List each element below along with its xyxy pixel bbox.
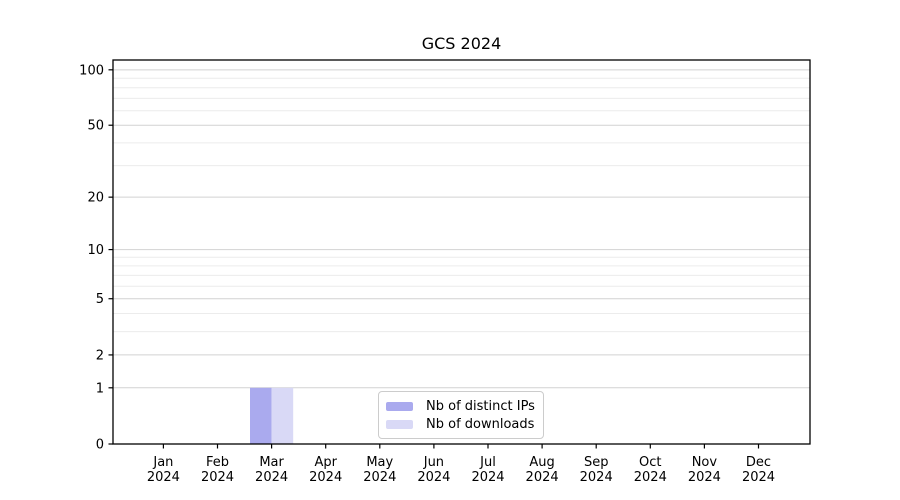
y-tick-label: 1 xyxy=(96,381,104,396)
plot-frame xyxy=(112,59,811,445)
bar-distinct-ips xyxy=(250,387,272,444)
legend-swatch-downloads xyxy=(386,419,413,429)
x-tick-label: May 2024 xyxy=(363,455,396,485)
y-tick-label: 10 xyxy=(87,243,104,258)
x-tick-label: Jan 2024 xyxy=(147,455,180,485)
x-tick-label: Mar 2024 xyxy=(255,455,288,485)
x-tick-label: Feb 2024 xyxy=(201,455,234,485)
x-tick-label: Nov 2024 xyxy=(688,455,721,485)
legend-swatch-distinct-ips xyxy=(386,401,413,411)
bar-downloads xyxy=(271,387,294,444)
legend-item-distinct-ips: Nb of distinct IPs xyxy=(386,397,535,415)
chart-title: GCS 2024 xyxy=(421,34,502,53)
x-tick-label: Dec 2024 xyxy=(742,455,775,485)
x-tick-label: Jul 2024 xyxy=(471,455,504,485)
x-tick-label: Sep 2024 xyxy=(580,455,613,485)
legend-label-downloads: Nb of downloads xyxy=(426,416,535,432)
y-tick-label: 50 xyxy=(87,119,104,134)
x-tick-label: Jun 2024 xyxy=(417,455,450,485)
legend: Nb of distinct IPs Nb of downloads xyxy=(378,391,544,439)
x-tick-label: Oct 2024 xyxy=(634,455,667,485)
y-tick-label: 2 xyxy=(96,348,104,363)
legend-item-downloads: Nb of downloads xyxy=(386,415,534,433)
legend-label-distinct-ips: Nb of distinct IPs xyxy=(426,398,535,414)
y-tick-label: 0 xyxy=(96,438,104,453)
y-tick-label: 100 xyxy=(79,63,104,78)
y-tick-label: 5 xyxy=(96,292,104,307)
y-tick-label: 20 xyxy=(87,191,104,206)
x-tick-label: Aug 2024 xyxy=(526,455,559,485)
x-tick-label: Apr 2024 xyxy=(309,455,342,485)
